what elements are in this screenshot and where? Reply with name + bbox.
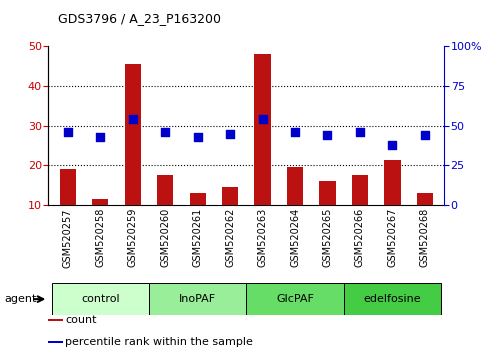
Bar	[417, 193, 433, 205]
Bar	[48, 319, 63, 321]
Bar	[344, 283, 441, 315]
Bar	[255, 54, 270, 205]
Bar	[125, 64, 141, 205]
Point	[259, 116, 267, 122]
Point	[129, 116, 137, 122]
Text: count: count	[65, 315, 97, 325]
Text: control: control	[81, 294, 120, 304]
Bar	[52, 283, 149, 315]
Bar	[384, 160, 400, 205]
Text: GDS3796 / A_23_P163200: GDS3796 / A_23_P163200	[58, 12, 221, 25]
Bar	[60, 170, 76, 205]
Bar	[48, 341, 63, 343]
Point	[324, 132, 331, 138]
Point	[421, 132, 429, 138]
Point	[97, 134, 104, 139]
Text: edelfosine: edelfosine	[364, 294, 421, 304]
Bar	[149, 283, 246, 315]
Bar	[222, 187, 238, 205]
Bar	[319, 181, 336, 205]
Bar	[246, 283, 344, 315]
Point	[291, 129, 299, 135]
Text: GlcPAF: GlcPAF	[276, 294, 314, 304]
Point	[64, 129, 71, 135]
Point	[194, 134, 201, 139]
Bar	[157, 176, 173, 205]
Bar	[352, 176, 368, 205]
Text: percentile rank within the sample: percentile rank within the sample	[65, 337, 253, 347]
Point	[226, 131, 234, 136]
Point	[161, 129, 169, 135]
Point	[388, 142, 396, 148]
Bar	[189, 193, 206, 205]
Text: InoPAF: InoPAF	[179, 294, 216, 304]
Bar	[287, 167, 303, 205]
Point	[356, 129, 364, 135]
Bar	[92, 199, 108, 205]
Text: agent: agent	[5, 294, 37, 304]
